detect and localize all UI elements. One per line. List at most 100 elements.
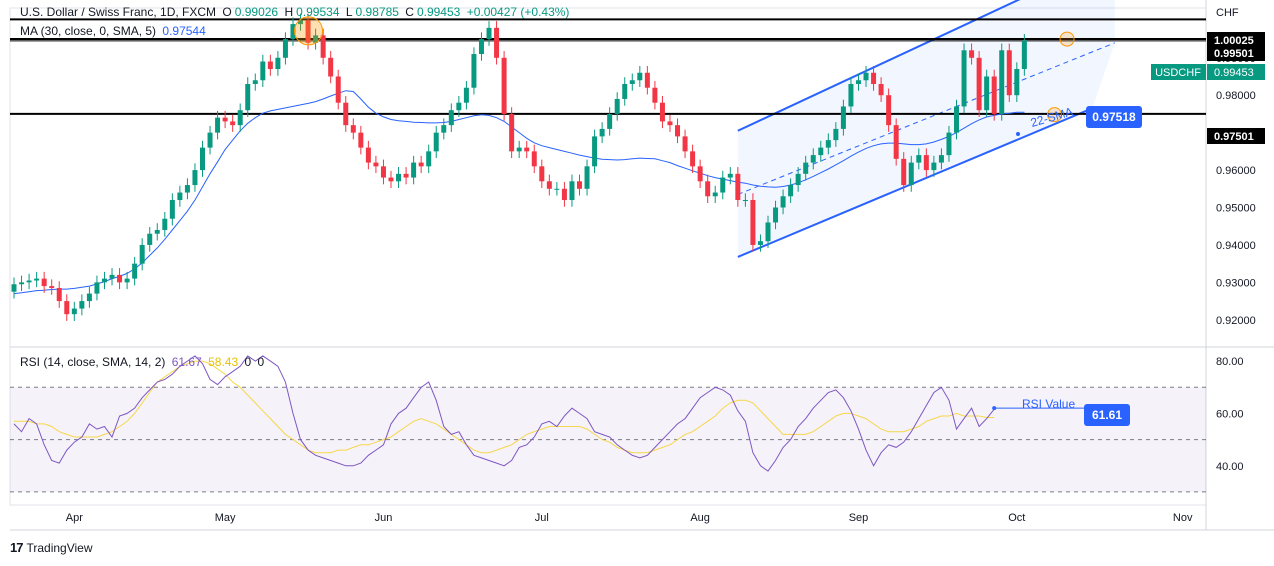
level-price-tag (1207, 45, 1265, 61)
ma-value: 0.97544 (162, 24, 206, 38)
candle-body (599, 128, 605, 137)
candle-body (742, 200, 748, 202)
candle-body (320, 35, 326, 58)
candle-body (644, 72, 650, 88)
rsi-sma-value: 58.43 (208, 355, 239, 369)
rsi-tick-label: 40.00 (1216, 461, 1244, 473)
ma30-line (13, 90, 1025, 295)
candle-body (19, 282, 25, 285)
candle-body (509, 113, 515, 152)
candle-body (524, 147, 530, 152)
rsi-tick-label: 80.00 (1216, 356, 1244, 368)
rsi-tick-label: 60.00 (1216, 408, 1244, 420)
candle-body (418, 162, 424, 167)
chart-header: U.S. Dollar / Swiss Franc, 1D, FXCM O 0.9… (20, 5, 572, 19)
candle-body (659, 102, 665, 122)
candle-body (592, 136, 598, 167)
candle-body (908, 162, 914, 186)
candle-body (117, 274, 123, 283)
channel-lower-line (737, 107, 1093, 258)
tradingview-branding[interactable]: 17 TradingView (10, 540, 93, 555)
candles (11, 13, 1027, 321)
candle-body (991, 76, 997, 114)
candle-body (358, 132, 364, 148)
candle-body (735, 173, 741, 201)
sma-annotation-point (1016, 132, 1020, 136)
candle-body (463, 87, 469, 103)
candle-body (1021, 40, 1027, 70)
candle-body (1006, 50, 1012, 96)
candle-body (757, 241, 763, 245)
rsi-line (13, 355, 995, 472)
candle-body (433, 132, 439, 152)
price-tick-label: 0.92000 (1216, 315, 1256, 327)
high-label: H (284, 5, 294, 19)
level-price-tag-text: 1.00025 (1214, 35, 1254, 47)
open-label: O (222, 5, 232, 19)
candle-body (810, 155, 816, 163)
candle-body (109, 274, 115, 279)
candle-body (773, 207, 779, 223)
candle-body (177, 192, 183, 201)
time-tick-label: Oct (1008, 512, 1025, 524)
sma-value-tag-text: 0.97518 (1092, 110, 1136, 124)
close-value: 0.99453 (416, 5, 461, 19)
candle-body (539, 166, 545, 182)
candle-body (328, 57, 334, 77)
candle-body (305, 20, 311, 43)
candle-body (252, 80, 258, 84)
symbol-tag-text: USDCHF (1155, 67, 1201, 79)
price-tick-label: 0.95000 (1216, 203, 1256, 215)
candle-body (132, 263, 138, 279)
last-price-tag-text: 0.99453 (1214, 67, 1254, 79)
candle-body (200, 147, 205, 171)
time-tick-label: Nov (1173, 512, 1193, 524)
rsi-band-fill (10, 387, 1206, 492)
candle-body (818, 147, 824, 156)
candle-body (727, 173, 733, 178)
candle-body (124, 278, 130, 283)
low-value: 0.98785 (355, 5, 399, 19)
symbol-tag (1151, 64, 1206, 80)
candle-body (969, 50, 975, 58)
rsi-value-tag-text: 61.61 (1092, 408, 1122, 422)
low-label: L (345, 5, 353, 19)
candle-body (720, 177, 726, 193)
candle-body (938, 155, 944, 163)
candle-body (388, 177, 394, 182)
candle-body (456, 102, 462, 111)
candle-body (712, 192, 718, 197)
high-value: 0.99534 (296, 5, 340, 19)
candle-body (803, 162, 809, 174)
candle-body (192, 170, 198, 186)
candle-body (954, 106, 959, 133)
candle-body (350, 125, 356, 133)
candle-body (637, 72, 643, 81)
sma-value-tag (1086, 106, 1142, 128)
candle-body (448, 110, 454, 126)
candle-body (245, 83, 251, 111)
candle-body (313, 35, 319, 43)
candle-body (878, 83, 884, 96)
channel-upper-line (737, 0, 1021, 132)
candle-body (267, 61, 273, 70)
channel-fill (737, 0, 1115, 257)
brand-name: TradingView (26, 540, 93, 555)
candle-body (41, 278, 47, 287)
candle-body (705, 181, 711, 197)
candle-body (825, 140, 831, 148)
candle-body (976, 57, 982, 111)
candle-body (577, 181, 582, 189)
candle-body (984, 76, 990, 111)
candle-body (11, 284, 17, 292)
candle-body (961, 50, 967, 107)
candle-body (184, 185, 190, 193)
rsi-value: 61.67 (171, 355, 202, 369)
candle-body (56, 287, 62, 302)
candle-body (396, 173, 402, 182)
candle-body (282, 39, 288, 58)
change-value: +0.00427 (+0.43%) (466, 5, 570, 19)
candle-body (403, 173, 409, 178)
time-tick-label: Sep (849, 512, 869, 524)
